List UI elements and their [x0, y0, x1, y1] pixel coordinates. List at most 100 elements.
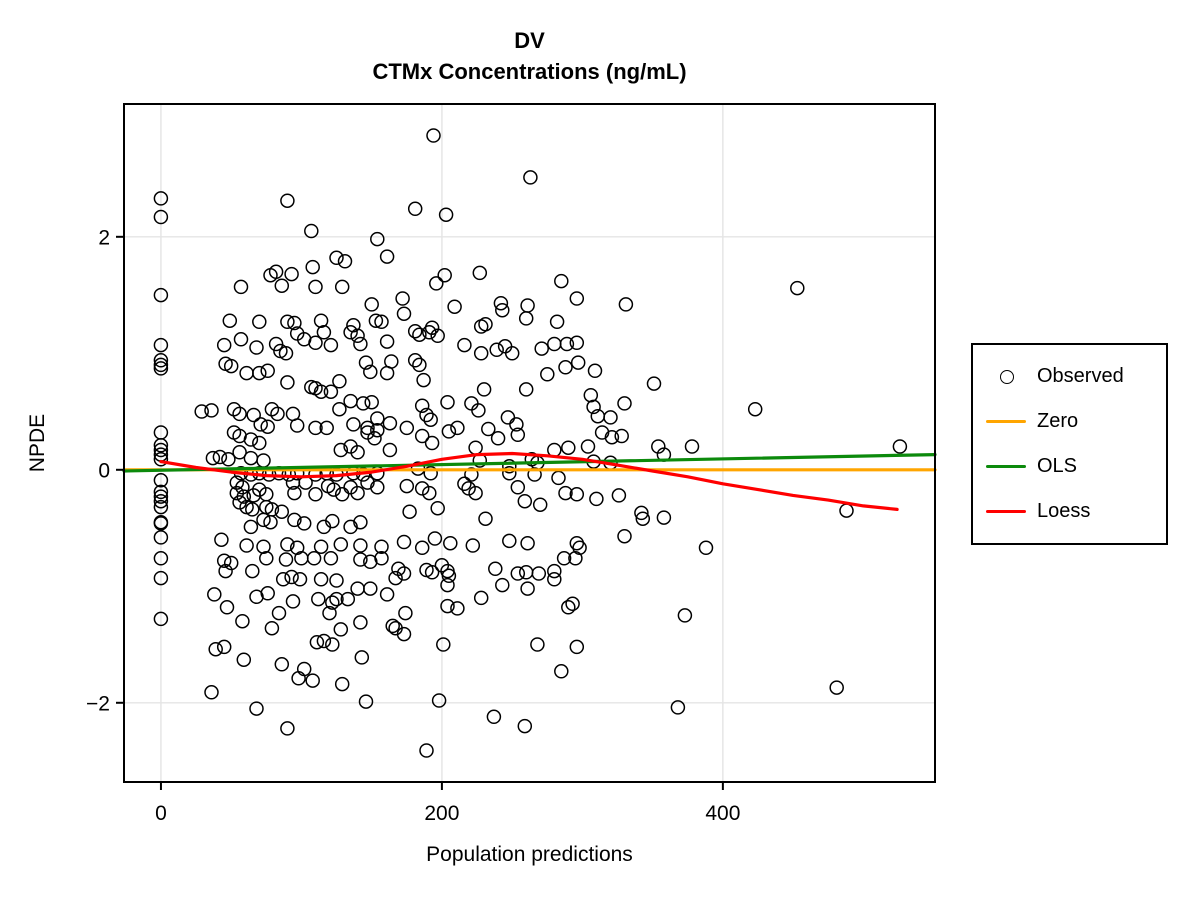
observed-point [153, 611, 169, 627]
legend-label: OLS [1037, 455, 1078, 477]
observed-point [153, 209, 169, 225]
observed-point [604, 429, 620, 445]
plot-border [123, 103, 936, 783]
observed-point [274, 657, 290, 672]
observed-point [333, 537, 349, 552]
observed-point [296, 661, 312, 677]
observed-point [218, 563, 233, 579]
observed-point [437, 267, 452, 283]
observed-point [260, 363, 275, 379]
observed-point [243, 432, 259, 447]
observed-point [252, 435, 267, 451]
observed-point [391, 561, 406, 577]
observed-point [246, 407, 261, 423]
observed-point [502, 466, 517, 481]
observed-point [243, 450, 259, 466]
observed-point [363, 364, 378, 380]
observed-point [396, 626, 412, 642]
y-tick-label: 0 [98, 459, 110, 482]
observed-point [558, 360, 573, 375]
observed-point [497, 339, 513, 354]
observed-point [326, 482, 341, 497]
observed-point [256, 453, 271, 468]
legend-label: Loess [1037, 500, 1091, 522]
observed-point [313, 572, 329, 587]
observed-point [274, 504, 290, 519]
observed-point [495, 302, 510, 318]
observed-point [569, 291, 585, 306]
observed-point [233, 332, 249, 347]
y-tick-label: 2 [98, 226, 110, 249]
observed-point [289, 540, 305, 556]
observed-point [429, 276, 444, 291]
observed-point [829, 680, 844, 695]
ols-line [122, 453, 937, 473]
observed-point [308, 487, 323, 502]
observed-point [478, 511, 493, 526]
observed-point [614, 428, 629, 444]
observed-point [287, 512, 302, 528]
observed-point [412, 327, 427, 342]
observed-point [399, 478, 415, 494]
observed-point [223, 358, 239, 374]
observed-point [274, 278, 290, 293]
observed-point [440, 598, 455, 614]
observed-point [270, 406, 285, 422]
observed-point [333, 442, 349, 458]
observed-point [523, 170, 538, 185]
observed-point [517, 493, 533, 509]
observed-point [589, 491, 604, 507]
observed-point [423, 466, 438, 481]
observed-point [260, 419, 275, 434]
observed-point [561, 600, 576, 615]
observed-point [440, 577, 455, 593]
observed-point [256, 512, 271, 528]
observed-point [518, 565, 534, 580]
observed-point [374, 314, 389, 330]
observed-point [670, 700, 686, 715]
observed-point [569, 535, 585, 551]
observed-point [153, 442, 169, 458]
observed-point [358, 694, 374, 709]
observed-point [464, 396, 479, 411]
observed-point [226, 401, 242, 417]
observed-point [382, 415, 398, 431]
observed-point [569, 335, 585, 351]
observed-point [153, 493, 169, 509]
observed-point [280, 721, 295, 736]
observed-point [520, 581, 535, 596]
observed-point [426, 128, 441, 143]
observed-point [245, 563, 260, 579]
observed-point [323, 551, 339, 566]
observed-point [252, 365, 267, 381]
observed-point [892, 439, 908, 454]
legend-item-observed: Observed [973, 363, 1166, 391]
observed-point [618, 297, 634, 312]
observed-point [468, 440, 483, 455]
observed-point [216, 639, 232, 655]
observed-point [398, 605, 413, 621]
observed-point [343, 519, 358, 535]
observed-point [216, 337, 232, 353]
x-tick-label: 0 [155, 802, 167, 825]
observed-point [468, 485, 483, 501]
observed-point [355, 396, 371, 411]
observed-point [570, 355, 586, 370]
observed-point [263, 267, 278, 283]
legend-item-ols: OLS [973, 453, 1166, 481]
observed-point [221, 452, 236, 467]
observed-point [363, 581, 378, 596]
observed-point [252, 314, 267, 330]
observed-point [285, 594, 301, 609]
observed-point [440, 394, 455, 410]
observed-point [343, 393, 358, 409]
observed-point [350, 328, 365, 344]
observed-point [329, 573, 344, 588]
observed-point [554, 664, 569, 679]
observed-point [583, 387, 599, 403]
observed-point [464, 467, 479, 482]
observed-point [486, 709, 502, 725]
observed-point [360, 420, 375, 436]
observed-point [617, 528, 632, 544]
